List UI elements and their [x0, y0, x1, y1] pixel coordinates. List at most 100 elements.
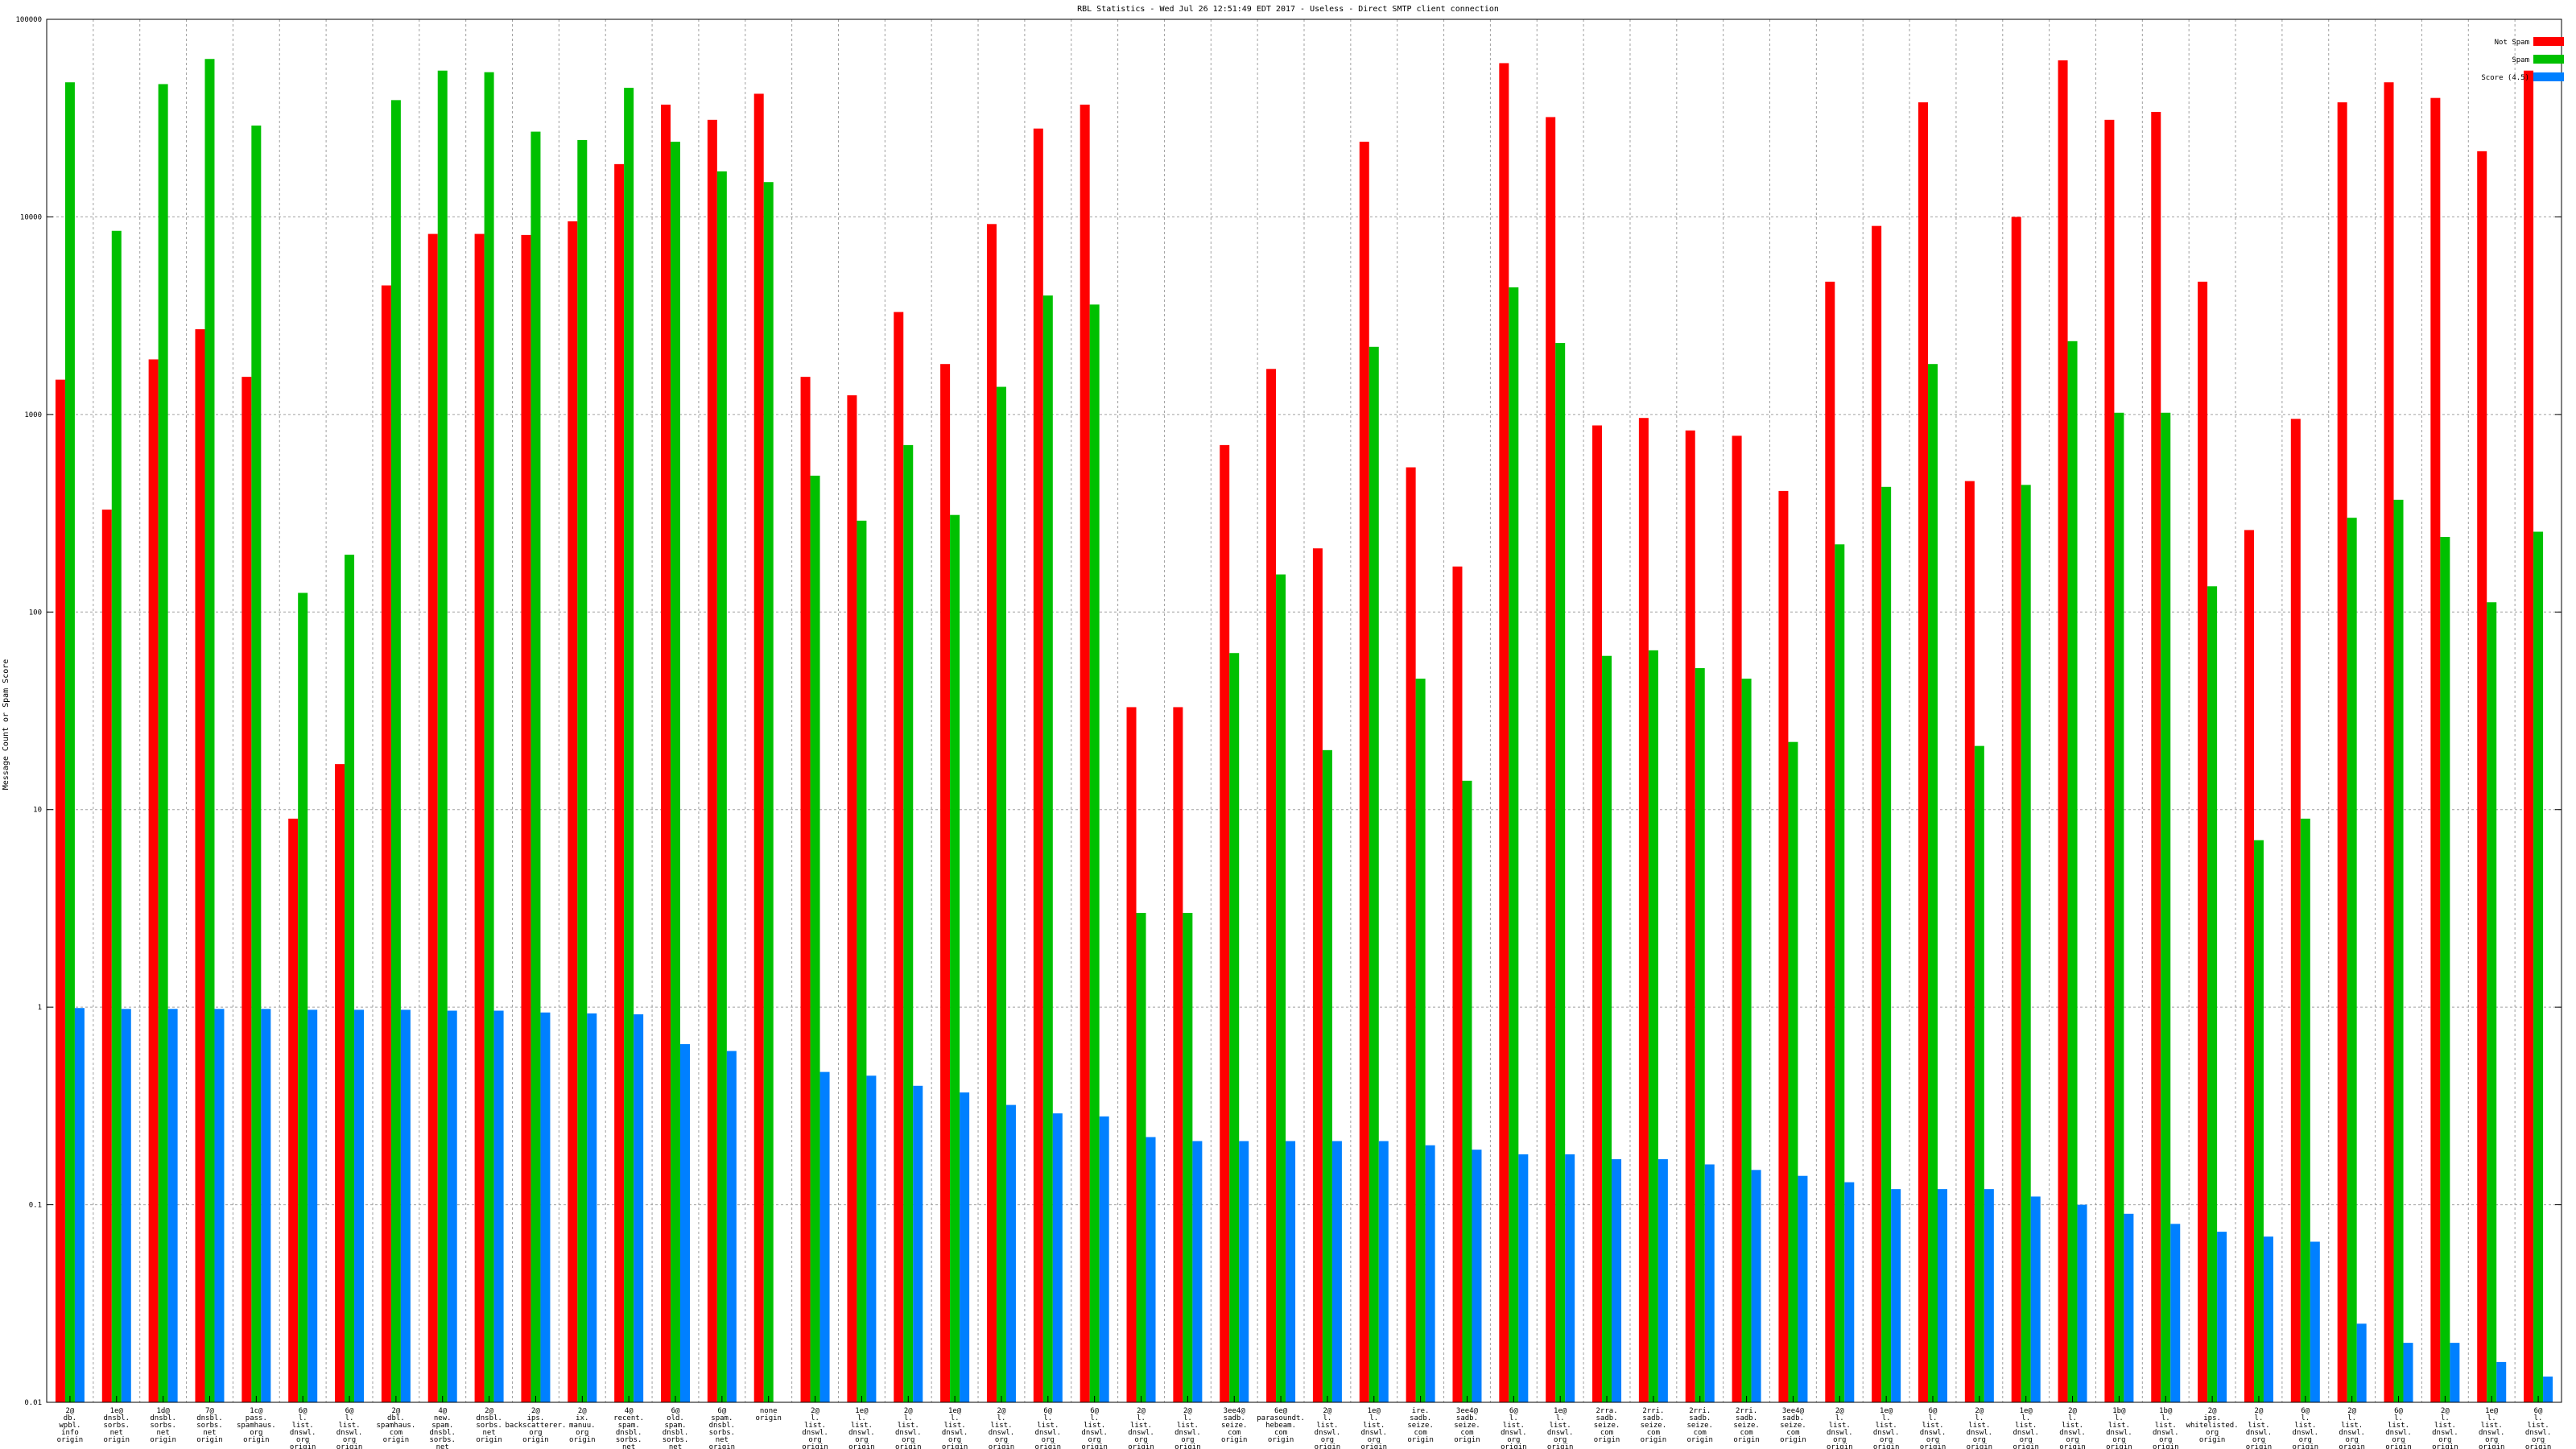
- bar-score: [1612, 1159, 1622, 1402]
- y-tick-label: 10000: [20, 213, 42, 221]
- bar-spam: [1974, 745, 1984, 1402]
- x-category-label: ire. sadb. seize. com origin: [1407, 1407, 1434, 1444]
- bar-not-spam: [195, 328, 205, 1402]
- bar-not-spam: [242, 377, 252, 1403]
- bar-spam: [810, 475, 820, 1403]
- x-category-label: 6@ l. list. dnswl. org origin: [1081, 1407, 1108, 1449]
- bar-spam: [1555, 343, 1566, 1402]
- bar-score: [634, 1014, 644, 1402]
- bar-score: [1331, 1141, 1342, 1402]
- bar-not-spam: [614, 163, 625, 1403]
- bar-score: [1472, 1150, 1482, 1402]
- bar-not-spam: [2058, 60, 2068, 1403]
- y-tick-label: 0.1: [29, 1202, 42, 1210]
- bar-score: [1425, 1145, 1435, 1402]
- bar-spam: [1602, 655, 1612, 1402]
- bar-not-spam: [2524, 70, 2534, 1402]
- bar-not-spam: [55, 379, 65, 1403]
- x-category-label: 2@ l. list. dnswl. org origin: [2432, 1407, 2458, 1449]
- bar-score: [2450, 1343, 2460, 1402]
- bar-spam: [2300, 818, 2310, 1402]
- bar-not-spam: [1080, 104, 1090, 1403]
- legend-swatch: [2533, 55, 2564, 64]
- x-category-label: 2@ ix. manuu. org origin: [569, 1407, 596, 1444]
- x-category-label: 2rri. sadb. seize. com origin: [1733, 1407, 1760, 1444]
- bar-spam: [1136, 913, 1146, 1402]
- legend-swatch: [2533, 37, 2564, 46]
- bar-score: [2124, 1213, 2134, 1402]
- bar-not-spam: [1452, 566, 1463, 1402]
- bar-not-spam: [1872, 225, 1882, 1403]
- x-category-label: 2rri. sadb. seize. com origin: [1686, 1407, 1713, 1444]
- bar-spam: [2253, 840, 2264, 1402]
- bar-not-spam: [1546, 117, 1556, 1403]
- bar-spam: [530, 131, 541, 1403]
- x-category-label: 2@ l. list. dnswl. org origin: [2246, 1407, 2273, 1449]
- bar-not-spam: [1825, 281, 1835, 1402]
- y-axis-label: Message Count or Spam Score: [2, 659, 10, 791]
- bar-score: [680, 1044, 690, 1402]
- bar-score: [1565, 1154, 1575, 1402]
- bar-spam: [2161, 412, 2171, 1403]
- bar-not-spam: [474, 233, 485, 1403]
- bar-score: [400, 1009, 411, 1402]
- y-axis-ticks: 0.01 0.1 1 10 100 1000 10000 100000: [15, 16, 2562, 1407]
- x-category-label: 6@ l. list. dnswl. org origin: [1035, 1407, 1062, 1449]
- y-tick-label: 10: [33, 807, 42, 815]
- bar-score: [1984, 1189, 1994, 1402]
- x-category-label: 2@ l. list. dnswl. org origin: [1967, 1407, 1993, 1449]
- bar-spam: [2067, 341, 2078, 1402]
- bar-score: [2077, 1204, 2087, 1402]
- bar-spam: [1741, 679, 1752, 1402]
- x-category-label: 2@ l. list. dnswl. org origin: [1174, 1407, 1201, 1449]
- x-category-label: 2@ dnsbl. sorbs. net origin: [476, 1407, 502, 1444]
- x-category-label: 1e@ dnsbl. sorbs. net origin: [104, 1407, 130, 1444]
- bar-score: [866, 1075, 877, 1402]
- bar-score: [214, 1009, 225, 1402]
- bar-score: [1891, 1189, 1901, 1402]
- bar-spam: [950, 514, 960, 1402]
- bar-spam: [1368, 346, 1379, 1402]
- bar-spam: [1835, 544, 1845, 1403]
- x-category-label: 3ee4@ sadb. seize. com origin: [1454, 1407, 1480, 1444]
- bar-not-spam: [1499, 63, 1509, 1403]
- bar-score: [819, 1071, 830, 1402]
- y-tick-label: 1000: [24, 411, 42, 419]
- bar-score: [1099, 1116, 1109, 1402]
- x-axis-labels: 2@ db. wpbl. info origin 1e@ dnsbl. sorbs. net or…: [57, 1407, 2552, 1449]
- x-category-label: 6e@ parasoundt. hebeam. com origin: [1257, 1407, 1305, 1444]
- x-category-label: 1e@ l. list. dnswl. org origin: [2479, 1407, 2505, 1449]
- x-category-label: 1e@ l. list. dnswl. org origin: [942, 1407, 968, 1449]
- bar-spam: [2440, 536, 2450, 1403]
- bar-not-spam: [1173, 707, 1183, 1402]
- x-category-label: 1d@ dnsbl. sorbs. net origin: [150, 1407, 176, 1444]
- x-category-label: none origin: [755, 1407, 782, 1422]
- x-category-label: 6@ l. list. dnswl. org origin: [1501, 1407, 1527, 1449]
- bar-not-spam: [894, 312, 904, 1402]
- bar-score: [1657, 1159, 1668, 1402]
- bar-not-spam: [847, 395, 857, 1403]
- x-category-label: 6@ l. list. dnswl. org origin: [336, 1407, 363, 1449]
- bar-spam: [1322, 749, 1332, 1402]
- bar-spam: [1042, 295, 1053, 1402]
- bar-spam: [1788, 741, 1798, 1402]
- bar-score: [354, 1009, 365, 1402]
- bar-score: [1751, 1170, 1761, 1402]
- legend-label: Score (4.5): [2481, 74, 2529, 82]
- legend: Not Spam Spam Score (4.5): [2481, 37, 2564, 82]
- bar-not-spam: [1732, 436, 1742, 1402]
- bar-spam: [2393, 499, 2404, 1402]
- bar-score: [167, 1009, 178, 1402]
- bar-not-spam: [1126, 707, 1137, 1402]
- bar-score: [540, 1012, 551, 1402]
- bar-score: [1518, 1154, 1529, 1402]
- bar-spam: [1928, 364, 1938, 1403]
- x-category-label: 2@ l. list. dnswl. org origin: [1128, 1407, 1154, 1449]
- x-category-label: 1b@ l. list. dnswl. org origin: [2106, 1407, 2132, 1449]
- bar-not-spam: [2104, 119, 2115, 1403]
- bar-spam: [716, 171, 727, 1402]
- bar-not-spam: [2477, 151, 2487, 1403]
- bar-score: [2310, 1241, 2320, 1402]
- bar-score: [726, 1051, 737, 1402]
